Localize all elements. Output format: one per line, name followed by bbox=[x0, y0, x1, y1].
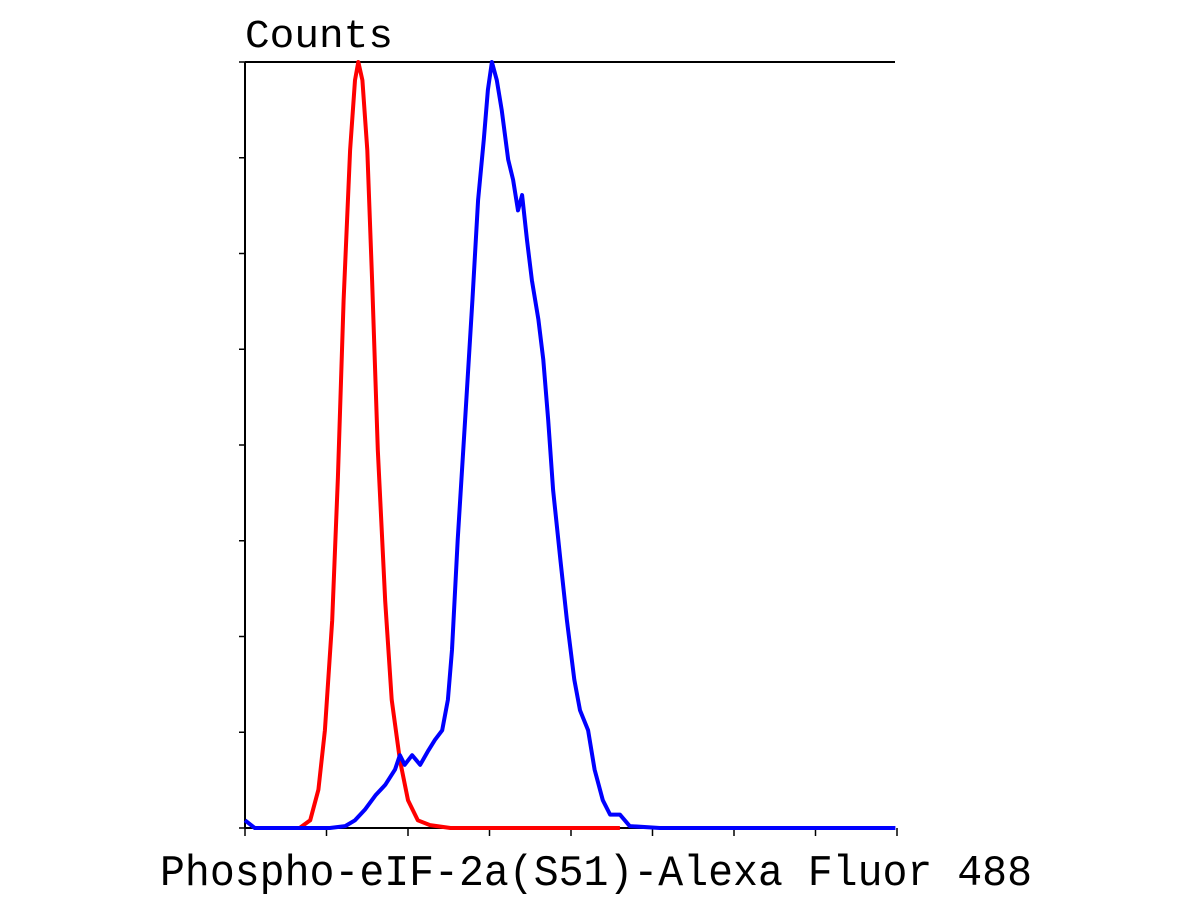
chart-title: Counts bbox=[245, 15, 393, 60]
histogram-line bbox=[298, 60, 620, 830]
x-axis-label: Phospho-eIF-2a(S51)-Alexa Fluor 488 bbox=[160, 849, 1032, 899]
histogram-line bbox=[243, 60, 896, 830]
